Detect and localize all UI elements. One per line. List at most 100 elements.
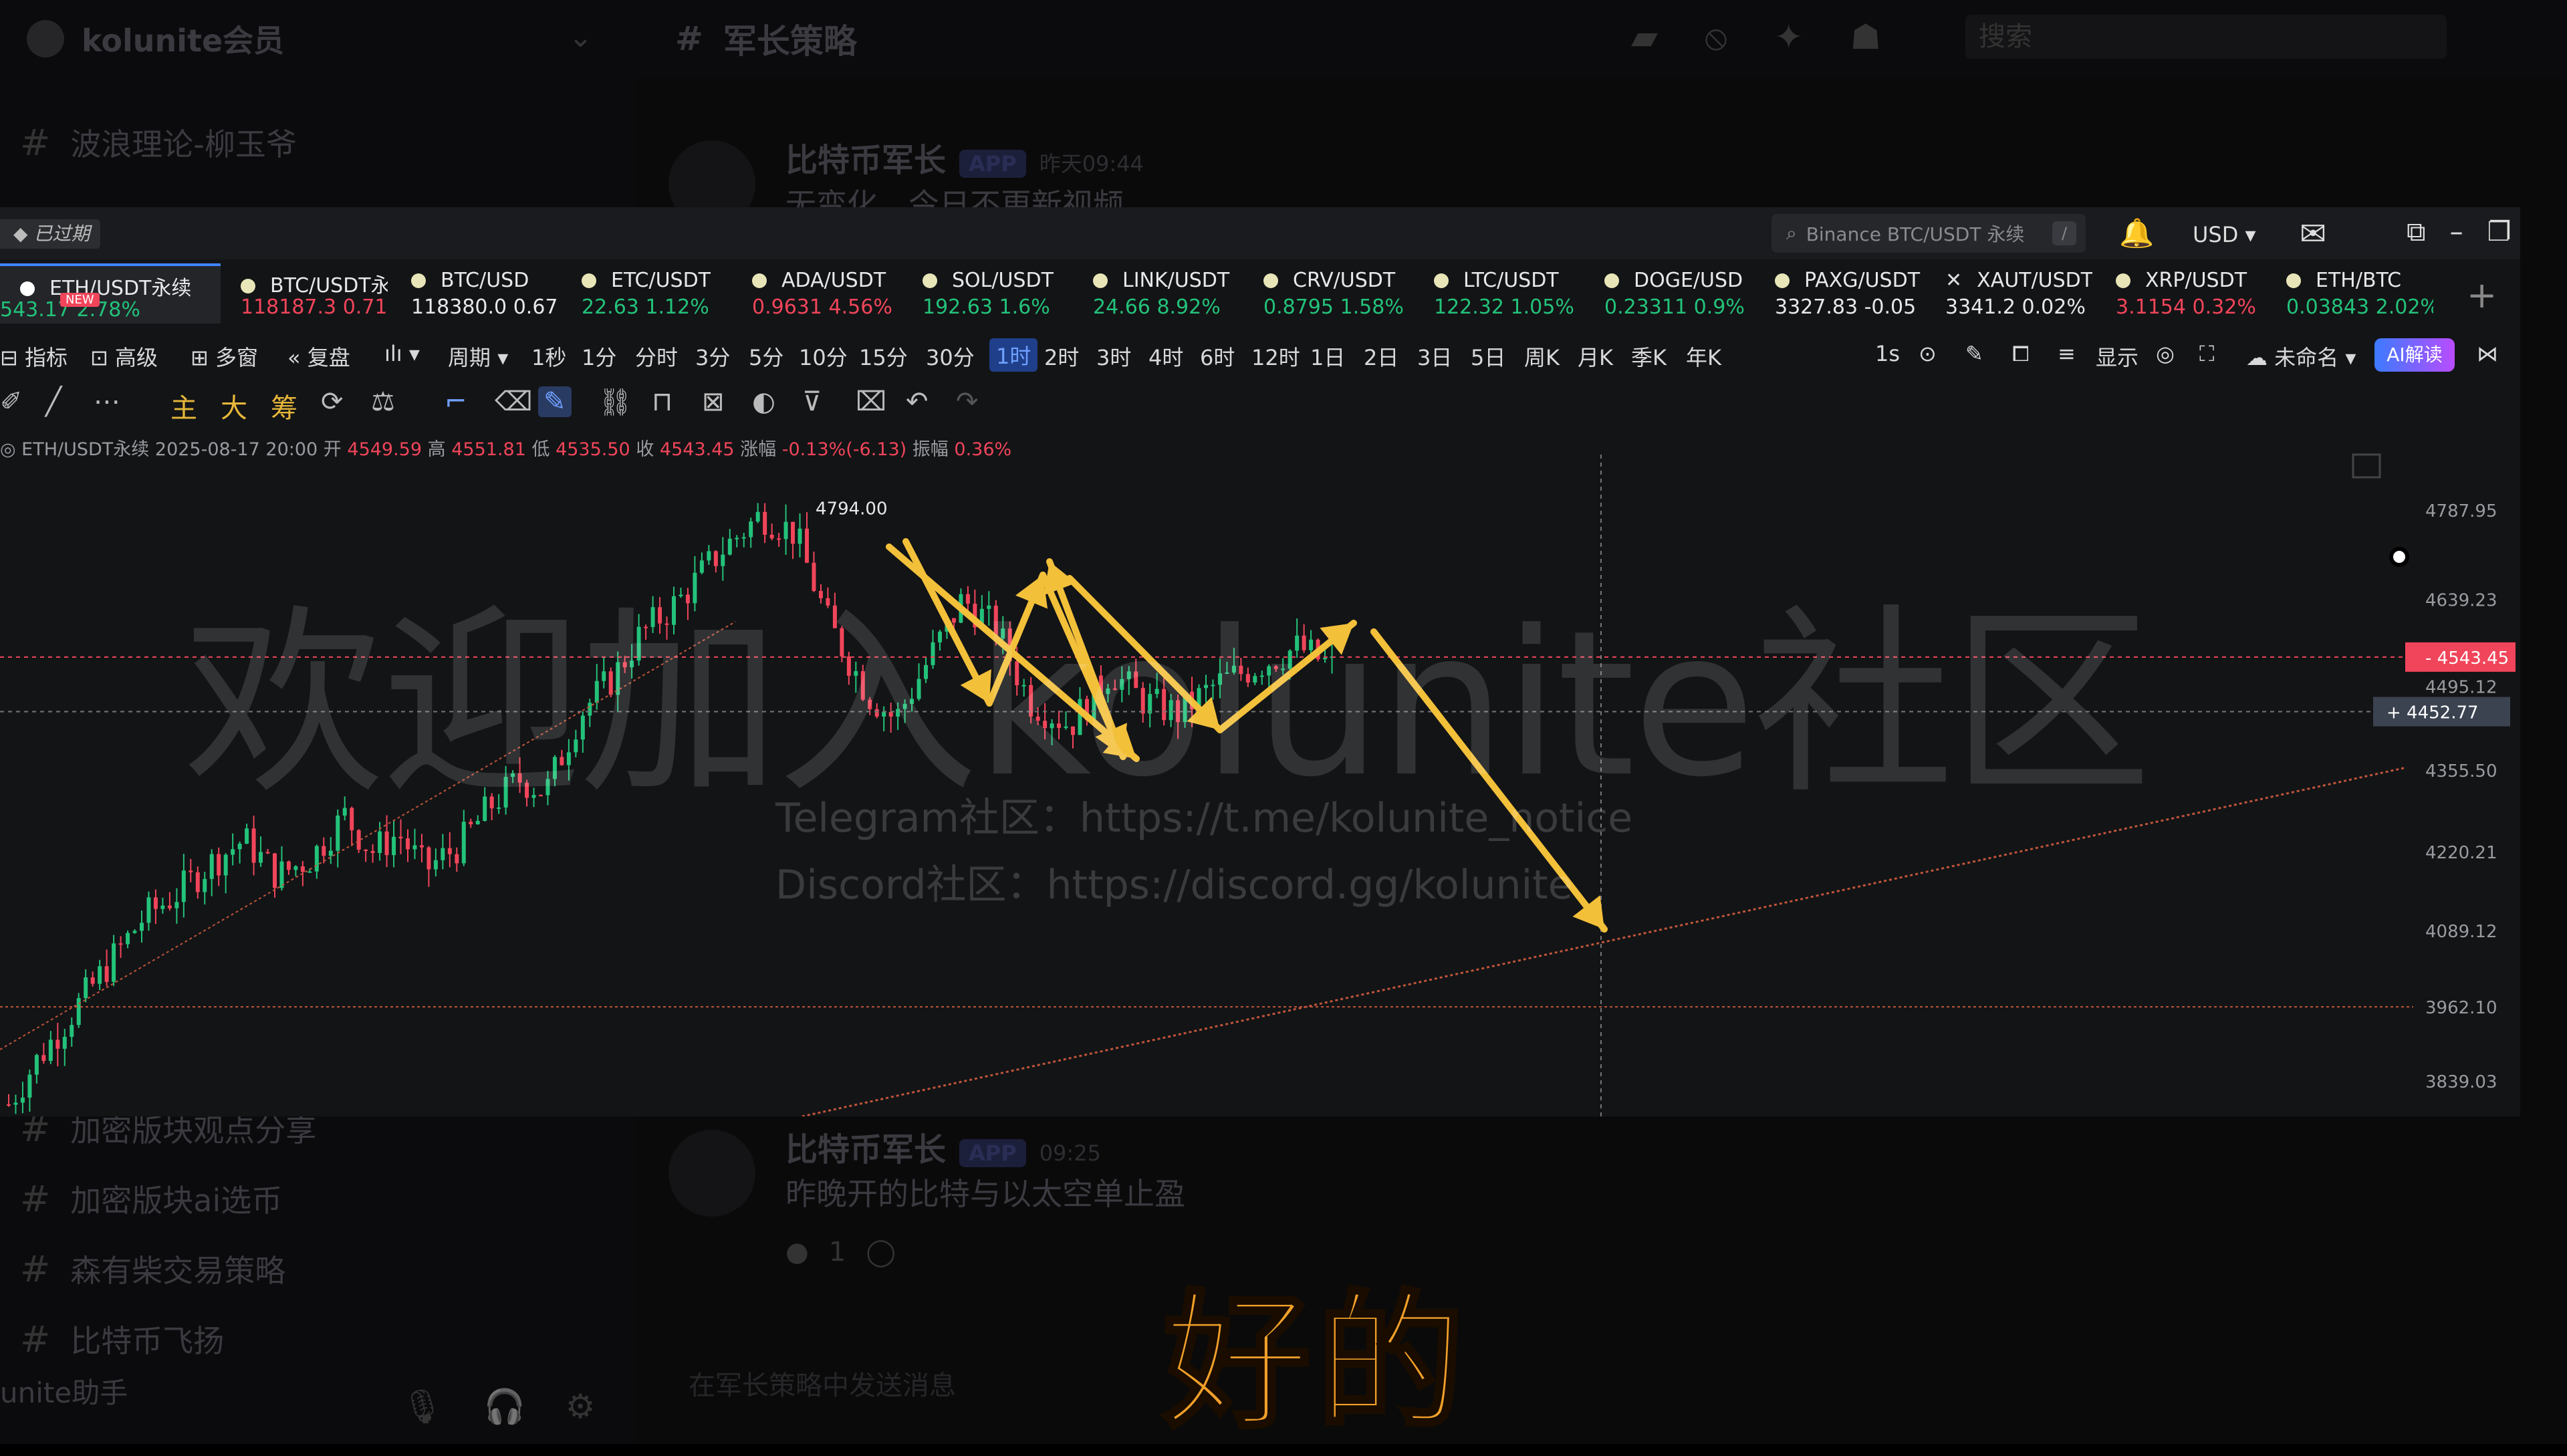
- price-axis[interactable]: [2413, 455, 2520, 1116]
- trash-icon[interactable]: ⌧: [856, 386, 887, 417]
- expand-chart-icon[interactable]: [2352, 453, 2381, 479]
- ticker-tab[interactable]: CRV/USDT 0.8795 1.58%: [1243, 263, 1411, 324]
- camera-icon[interactable]: ⊙: [1919, 341, 1937, 366]
- avatar[interactable]: [668, 1130, 755, 1217]
- lock-icon[interactable]: ⊓: [652, 386, 673, 417]
- close-icon[interactable]: ✕: [1945, 269, 1963, 292]
- mute-icon[interactable]: ⦸: [1705, 17, 1727, 57]
- period-option[interactable]: 1分: [582, 345, 617, 370]
- period-option[interactable]: 2时: [1044, 345, 1080, 370]
- pencil-icon[interactable]: ✎: [1965, 341, 1983, 366]
- draw-active-icon[interactable]: ✎: [538, 386, 572, 417]
- period-option[interactable]: 10分: [799, 345, 848, 370]
- cloud-layout-button[interactable]: ☁ 未命名 ▾: [2246, 345, 2356, 370]
- period-option[interactable]: 周K: [1524, 345, 1560, 370]
- ai-analysis-button[interactable]: AI解读: [2374, 338, 2455, 372]
- ticker-tab[interactable]: ETH/BTC 0.03843 2.02%: [2266, 263, 2433, 324]
- chart-visibility-icon[interactable]: ◎: [0, 439, 22, 460]
- period-option[interactable]: 5日: [1471, 345, 1506, 370]
- channel-item[interactable]: # 比特币飞扬: [20, 1317, 224, 1361]
- server-header[interactable]: kolunite会员: [27, 12, 284, 66]
- crop-icon[interactable]: ⌐: [445, 386, 467, 417]
- currency-select[interactable]: USD ▾: [2193, 222, 2256, 247]
- channel-item[interactable]: # 波浪理论-柳玉爷: [20, 120, 297, 164]
- add-ticker-button[interactable]: +: [2467, 274, 2497, 316]
- redo-icon[interactable]: ↷: [956, 386, 979, 417]
- period-option[interactable]: 3时: [1096, 345, 1132, 370]
- chart-type-select[interactable]: ılı ▾: [384, 341, 420, 366]
- list-icon[interactable]: ≡: [2058, 341, 2076, 366]
- period-option[interactable]: 1日: [1310, 345, 1346, 370]
- symbol-search-input[interactable]: ⌕ Binance BTC/USDT 永续 /: [1771, 214, 2086, 253]
- ticker-tab[interactable]: ETH/USDT永续 543.17 2.78% NEW: [0, 263, 221, 324]
- sync-icon[interactable]: ⟳: [321, 386, 344, 417]
- threads-icon[interactable]: ▰: [1631, 17, 1658, 57]
- channel-item[interactable]: # 加密版块ai选币: [20, 1177, 282, 1221]
- settings-icon[interactable]: ◎: [2156, 341, 2175, 366]
- ticker-tab[interactable]: ✕ XAUT/USDT 3341.2 0.02%: [1925, 263, 2092, 324]
- more-icon[interactable]: ⋯: [94, 386, 120, 417]
- period-option[interactable]: 12时: [1251, 345, 1300, 370]
- period-option[interactable]: 4时: [1148, 345, 1184, 370]
- ticker-tab[interactable]: LTC/USDT 122.32 1.05%: [1414, 263, 1581, 324]
- chain-icon[interactable]: ⛓: [598, 387, 632, 418]
- period-option[interactable]: 分时: [635, 345, 679, 370]
- ticker-tab[interactable]: ETC/USDT 22.63 1.12%: [562, 263, 729, 324]
- ticker-tab[interactable]: ADA/USDT 0.9631 4.56%: [732, 263, 899, 324]
- replay-button[interactable]: « 复盘: [287, 345, 350, 370]
- period-option[interactable]: 15分: [859, 345, 908, 370]
- bell-icon[interactable]: 🔔: [2119, 217, 2155, 249]
- channel-item[interactable]: # 森有柴交易策略: [20, 1247, 285, 1291]
- gear-icon[interactable]: ⚙: [565, 1387, 596, 1426]
- line-icon[interactable]: ╱: [45, 386, 62, 417]
- discord-search-input[interactable]: 搜索: [1965, 15, 2447, 59]
- ticker-tab[interactable]: PAXG/USDT 3327.83 -0.05: [1755, 263, 1922, 324]
- period-option[interactable]: 6时: [1200, 345, 1235, 370]
- layout-icon[interactable]: ⧉: [2407, 217, 2426, 247]
- pin-icon[interactable]: ✦: [1774, 17, 1804, 57]
- message-author[interactable]: 比特币军长: [785, 1131, 947, 1169]
- add-reaction-icon[interactable]: ◯: [866, 1237, 896, 1267]
- display-button[interactable]: 显示: [2096, 345, 2139, 370]
- ticker-tab[interactable]: BTC/USD 118380.0 0.67%: [391, 263, 558, 324]
- period-option[interactable]: 月K: [1578, 345, 1613, 370]
- members-icon[interactable]: ☗: [1850, 17, 1882, 57]
- chevron-down-icon[interactable]: ⌄: [568, 20, 593, 54]
- measure-icon[interactable]: ⚖: [371, 386, 395, 417]
- ticker-tab[interactable]: DOGE/USD 0.23311 0.9%: [1584, 263, 1751, 324]
- advanced-button[interactable]: ⊡ 高级: [90, 345, 158, 370]
- candlestick-chart[interactable]: 4787.95 4639.23 4495.12 4355.50 4220.21 4089.…: [0, 207, 2520, 1116]
- multi-window-button[interactable]: ⊞ 多窗: [191, 345, 258, 370]
- restore-icon[interactable]: ❐: [2487, 217, 2512, 247]
- ticker-tab[interactable]: SOL/USDT 192.63 1.6%: [902, 263, 1070, 324]
- microphone-icon[interactable]: 🎙: [401, 1387, 444, 1426]
- channel-item[interactable]: # 加密版块观点分享: [20, 1106, 316, 1150]
- period-option[interactable]: 5分: [749, 345, 784, 370]
- brush-icon[interactable]: ✐: [0, 386, 23, 417]
- share-icon[interactable]: ⋈: [2477, 341, 2498, 366]
- main-tool-button[interactable]: 主: [170, 393, 197, 424]
- eraser-icon[interactable]: ⌫: [495, 386, 533, 417]
- period-option[interactable]: 1秒: [531, 345, 567, 370]
- indicators-button[interactable]: ⊟ 指标: [0, 345, 68, 370]
- period-option[interactable]: 1时: [989, 338, 1038, 372]
- copy-icon[interactable]: ⧠: [2012, 341, 2030, 366]
- message-author[interactable]: 比特币军长: [785, 142, 947, 179]
- period-select[interactable]: 周期 ▾: [448, 345, 509, 370]
- period-option[interactable]: 3日: [1417, 345, 1453, 370]
- period-option[interactable]: 季K: [1631, 345, 1667, 370]
- reaction-bar[interactable]: ● 1 ◯: [785, 1237, 896, 1267]
- ticker-tab[interactable]: XRP/USDT 3.1154 0.32%: [2096, 263, 2263, 324]
- period-option[interactable]: 3分: [695, 345, 731, 370]
- minimize-icon[interactable]: –: [2449, 217, 2463, 247]
- magnet-icon[interactable]: ◐: [752, 386, 775, 417]
- period-option[interactable]: 2日: [1364, 345, 1399, 370]
- headphones-icon[interactable]: 🎧: [483, 1387, 525, 1426]
- large-tool-button[interactable]: 大: [221, 393, 247, 424]
- note-icon[interactable]: ⊠: [702, 386, 725, 417]
- fullscreen-icon[interactable]: ⛶: [2199, 341, 2215, 366]
- ticker-tab[interactable]: LINK/USDT 24.66 8.92%: [1073, 263, 1240, 324]
- mail-icon[interactable]: ✉: [2300, 215, 2327, 253]
- ticker-tab[interactable]: BTC/USDT永续118187.3 0.71%: [221, 263, 388, 324]
- undo-icon[interactable]: ↶: [906, 386, 929, 417]
